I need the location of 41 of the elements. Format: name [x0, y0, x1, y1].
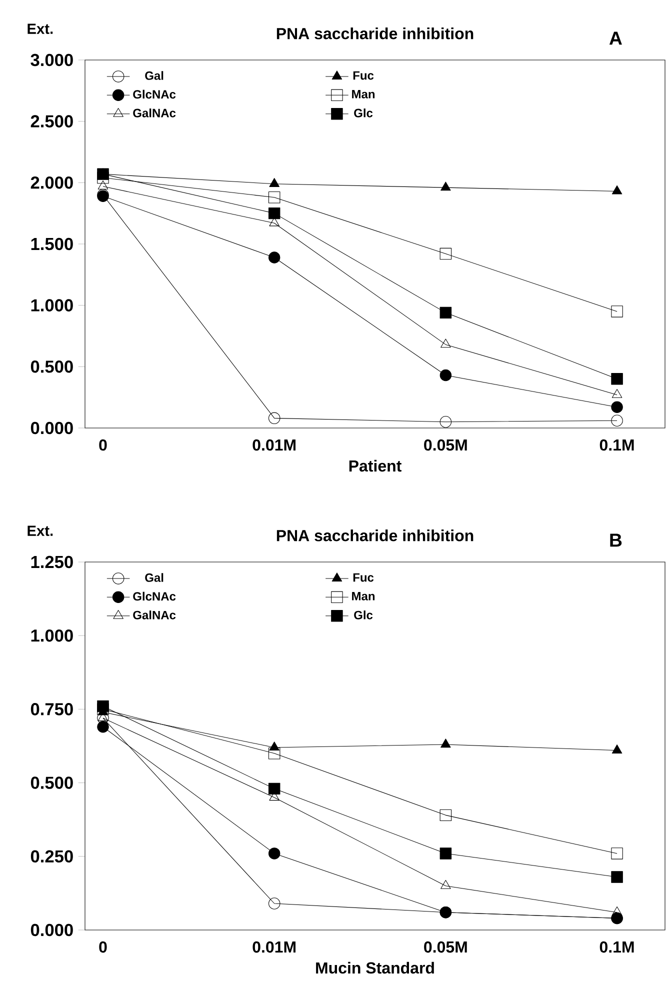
- legend-label: Man: [352, 90, 375, 98]
- legend-label: Gal: [145, 71, 164, 80]
- legend-label: GlcNAc: [133, 592, 176, 601]
- y-tick-label: 0.000: [30, 924, 73, 936]
- legend-label: Man: [352, 592, 375, 600]
- x-tick-label: 0: [99, 941, 107, 953]
- y-tick-label: 1.000: [31, 629, 73, 642]
- y-tick-label: 0.000: [30, 422, 73, 434]
- legend-label: Gal: [145, 573, 164, 582]
- y-tick-label: 1.000: [31, 299, 73, 312]
- y-axis-title: Ext.: [28, 24, 53, 34]
- legend-label: GlcNAc: [133, 90, 176, 99]
- x-tick-label: 0.05M: [424, 439, 467, 451]
- y-tick-label: 1.500: [31, 238, 73, 250]
- y-tick-label: 0.250: [30, 850, 73, 863]
- y-tick-label: 0.500: [30, 360, 73, 373]
- text: B: [610, 534, 622, 547]
- y-axis-title: Ext.: [28, 526, 53, 536]
- x-tick-label: 0.01M: [252, 941, 296, 953]
- x-axis-title: Mucin Standard: [316, 962, 434, 974]
- legend-label: Glc: [354, 108, 373, 118]
- legend-label: Glc: [354, 610, 373, 620]
- legend-label: Fuc: [353, 71, 374, 80]
- text: A: [609, 32, 622, 45]
- y-tick-label: 0.500: [30, 776, 73, 789]
- legend-label: Fuc: [353, 573, 374, 582]
- y-tick-label: 2.500: [30, 115, 73, 128]
- legend-label: GalNAc: [133, 108, 176, 118]
- y-tick-label: 1.250: [31, 556, 73, 568]
- x-tick-label: 0.1M: [600, 439, 634, 451]
- chart-title: PNA saccharide inhibition: [276, 530, 474, 542]
- chart-title: PNA saccharide inhibition: [276, 28, 474, 40]
- x-tick-label: 0.05M: [424, 941, 467, 953]
- y-tick-label: 0.750: [30, 703, 73, 716]
- y-tick-label: 2.000: [30, 176, 73, 189]
- x-tick-label: 0.1M: [600, 941, 634, 953]
- x-tick-label: 0: [99, 439, 107, 451]
- x-axis-title: Patient: [349, 460, 402, 472]
- y-tick-label: 3.000: [30, 54, 73, 66]
- legend-label: GalNAc: [133, 610, 176, 620]
- x-tick-label: 0.01M: [252, 439, 296, 451]
